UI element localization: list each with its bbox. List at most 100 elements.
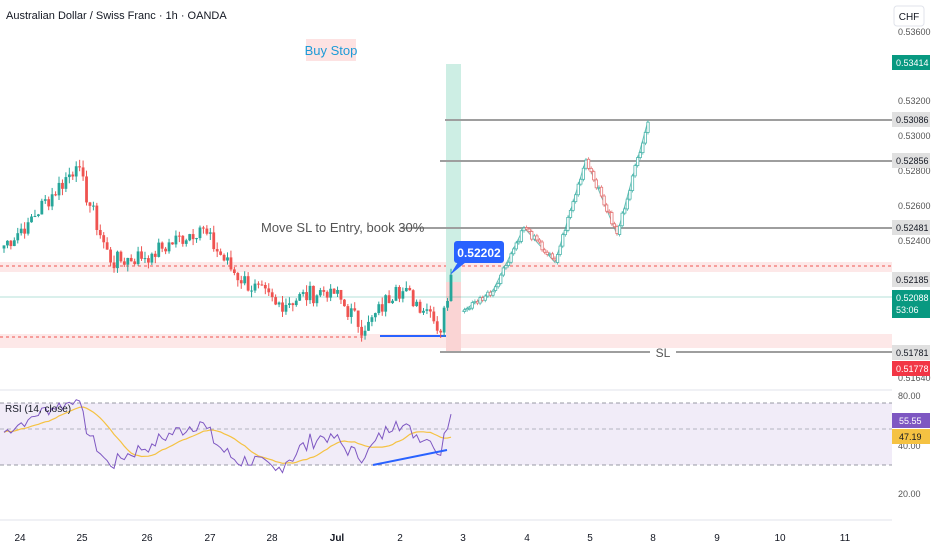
candle-body bbox=[226, 257, 229, 261]
candle-body bbox=[195, 238, 198, 240]
candle-body bbox=[287, 303, 291, 305]
projection-candle bbox=[610, 212, 614, 225]
projection-candle bbox=[641, 142, 645, 154]
candle-body bbox=[263, 284, 267, 289]
time-axis[interactable]: 24 25 26 27 28 Jul 2 3 4 5 8 9 10 11 bbox=[14, 533, 850, 544]
candle-body bbox=[322, 290, 326, 292]
x-tick-label: 27 bbox=[204, 533, 216, 544]
candle-body bbox=[105, 242, 109, 250]
price-tag-target-bg bbox=[892, 55, 930, 70]
y-tick-5: 0.52400 bbox=[898, 236, 931, 246]
projection-candle bbox=[630, 175, 635, 191]
entry-callout-label: 0.52202 bbox=[457, 246, 501, 260]
candle-body bbox=[43, 199, 47, 201]
x-tick-label: 5 bbox=[587, 533, 593, 544]
candle-body bbox=[12, 240, 16, 247]
candle-body bbox=[349, 308, 353, 317]
candle-body bbox=[394, 287, 398, 301]
projection-candle bbox=[586, 158, 591, 169]
candle-body bbox=[140, 251, 143, 259]
candle-body bbox=[150, 253, 154, 263]
candle-body bbox=[318, 290, 322, 296]
candle-body bbox=[353, 308, 357, 311]
projection-path bbox=[461, 120, 649, 312]
candle-body bbox=[71, 174, 75, 177]
candle-body bbox=[277, 302, 281, 305]
candle-body bbox=[291, 303, 295, 306]
rsi-tag: 55.55 bbox=[899, 416, 922, 426]
projection-candle bbox=[475, 300, 480, 304]
candle-body bbox=[284, 304, 288, 312]
projection-candle bbox=[612, 223, 617, 228]
candle-body bbox=[202, 227, 205, 229]
projection-candle bbox=[470, 302, 474, 309]
candle-body bbox=[401, 291, 405, 299]
candle-body bbox=[147, 258, 150, 263]
candle-body bbox=[398, 287, 401, 299]
projection-candle bbox=[545, 251, 549, 255]
candle-body bbox=[136, 251, 140, 265]
candle-body bbox=[315, 295, 319, 304]
candle-body bbox=[2, 245, 6, 249]
projection-candle bbox=[519, 230, 524, 242]
projection-candle bbox=[553, 257, 557, 261]
projection-candle bbox=[623, 208, 627, 214]
price-tag-52185-bg bbox=[892, 272, 930, 287]
projection-candle bbox=[589, 167, 593, 173]
candle-body bbox=[432, 311, 436, 322]
candle-body bbox=[167, 242, 171, 252]
projection-candle bbox=[488, 291, 493, 296]
projection-candle bbox=[481, 297, 485, 301]
candle-body bbox=[356, 310, 360, 327]
buy-stop-label-bg bbox=[306, 39, 356, 61]
candle-body bbox=[198, 227, 202, 239]
candle-body bbox=[61, 182, 64, 189]
symbol-title: Australian Dollar / Swiss Franc · 1h · O… bbox=[6, 10, 227, 22]
projection-candle bbox=[543, 249, 547, 253]
candle-body bbox=[47, 199, 51, 207]
projection-candle bbox=[636, 157, 640, 166]
candle-body bbox=[88, 202, 92, 206]
candle-body bbox=[236, 273, 240, 281]
projection-candle bbox=[517, 240, 521, 244]
y-tick-4: 0.52600 bbox=[898, 201, 931, 211]
x-tick-label: Jul bbox=[330, 533, 345, 544]
candle-body bbox=[92, 205, 95, 207]
rsi-tick-40: 40.00 bbox=[898, 441, 921, 451]
y-tick-0: 0.53600 bbox=[898, 27, 931, 37]
candle-body bbox=[418, 301, 422, 313]
price-tag-53086: 0.53086 bbox=[896, 115, 929, 125]
rsi-tick-20: 20.00 bbox=[898, 489, 921, 499]
price-tag-countdown: 53:06 bbox=[896, 305, 919, 315]
price-tag-51781-bg bbox=[892, 345, 930, 360]
candle-body bbox=[270, 292, 274, 298]
currency-button[interactable]: CHF bbox=[899, 12, 920, 23]
candle-body bbox=[428, 309, 432, 312]
currency-button-bg[interactable] bbox=[893, 5, 925, 27]
projection-candle bbox=[493, 286, 498, 291]
projection-candle bbox=[643, 132, 648, 144]
candle-body bbox=[153, 253, 157, 257]
price-tag-sl-bg bbox=[892, 361, 930, 376]
candle-body bbox=[239, 280, 243, 284]
candle-body bbox=[33, 215, 37, 217]
entry-callout-pointer bbox=[450, 262, 466, 275]
projection-candle bbox=[558, 245, 562, 255]
candle-body bbox=[205, 228, 209, 234]
candle-body bbox=[281, 302, 284, 312]
price-tag-52856: 0.52856 bbox=[896, 156, 929, 166]
x-tick-label: 24 bbox=[14, 533, 26, 544]
candle-body bbox=[23, 228, 27, 234]
x-tick-label: 25 bbox=[76, 533, 88, 544]
projection-candle bbox=[540, 241, 544, 251]
candle-body bbox=[343, 299, 346, 307]
projection-candle bbox=[530, 231, 534, 240]
projection-candle bbox=[628, 190, 632, 200]
candle-body bbox=[208, 232, 212, 234]
candle-body bbox=[16, 233, 20, 241]
projection-candle bbox=[501, 267, 505, 276]
projection-candle bbox=[605, 204, 609, 212]
projection-candle bbox=[571, 201, 575, 211]
candle-body bbox=[425, 309, 429, 311]
